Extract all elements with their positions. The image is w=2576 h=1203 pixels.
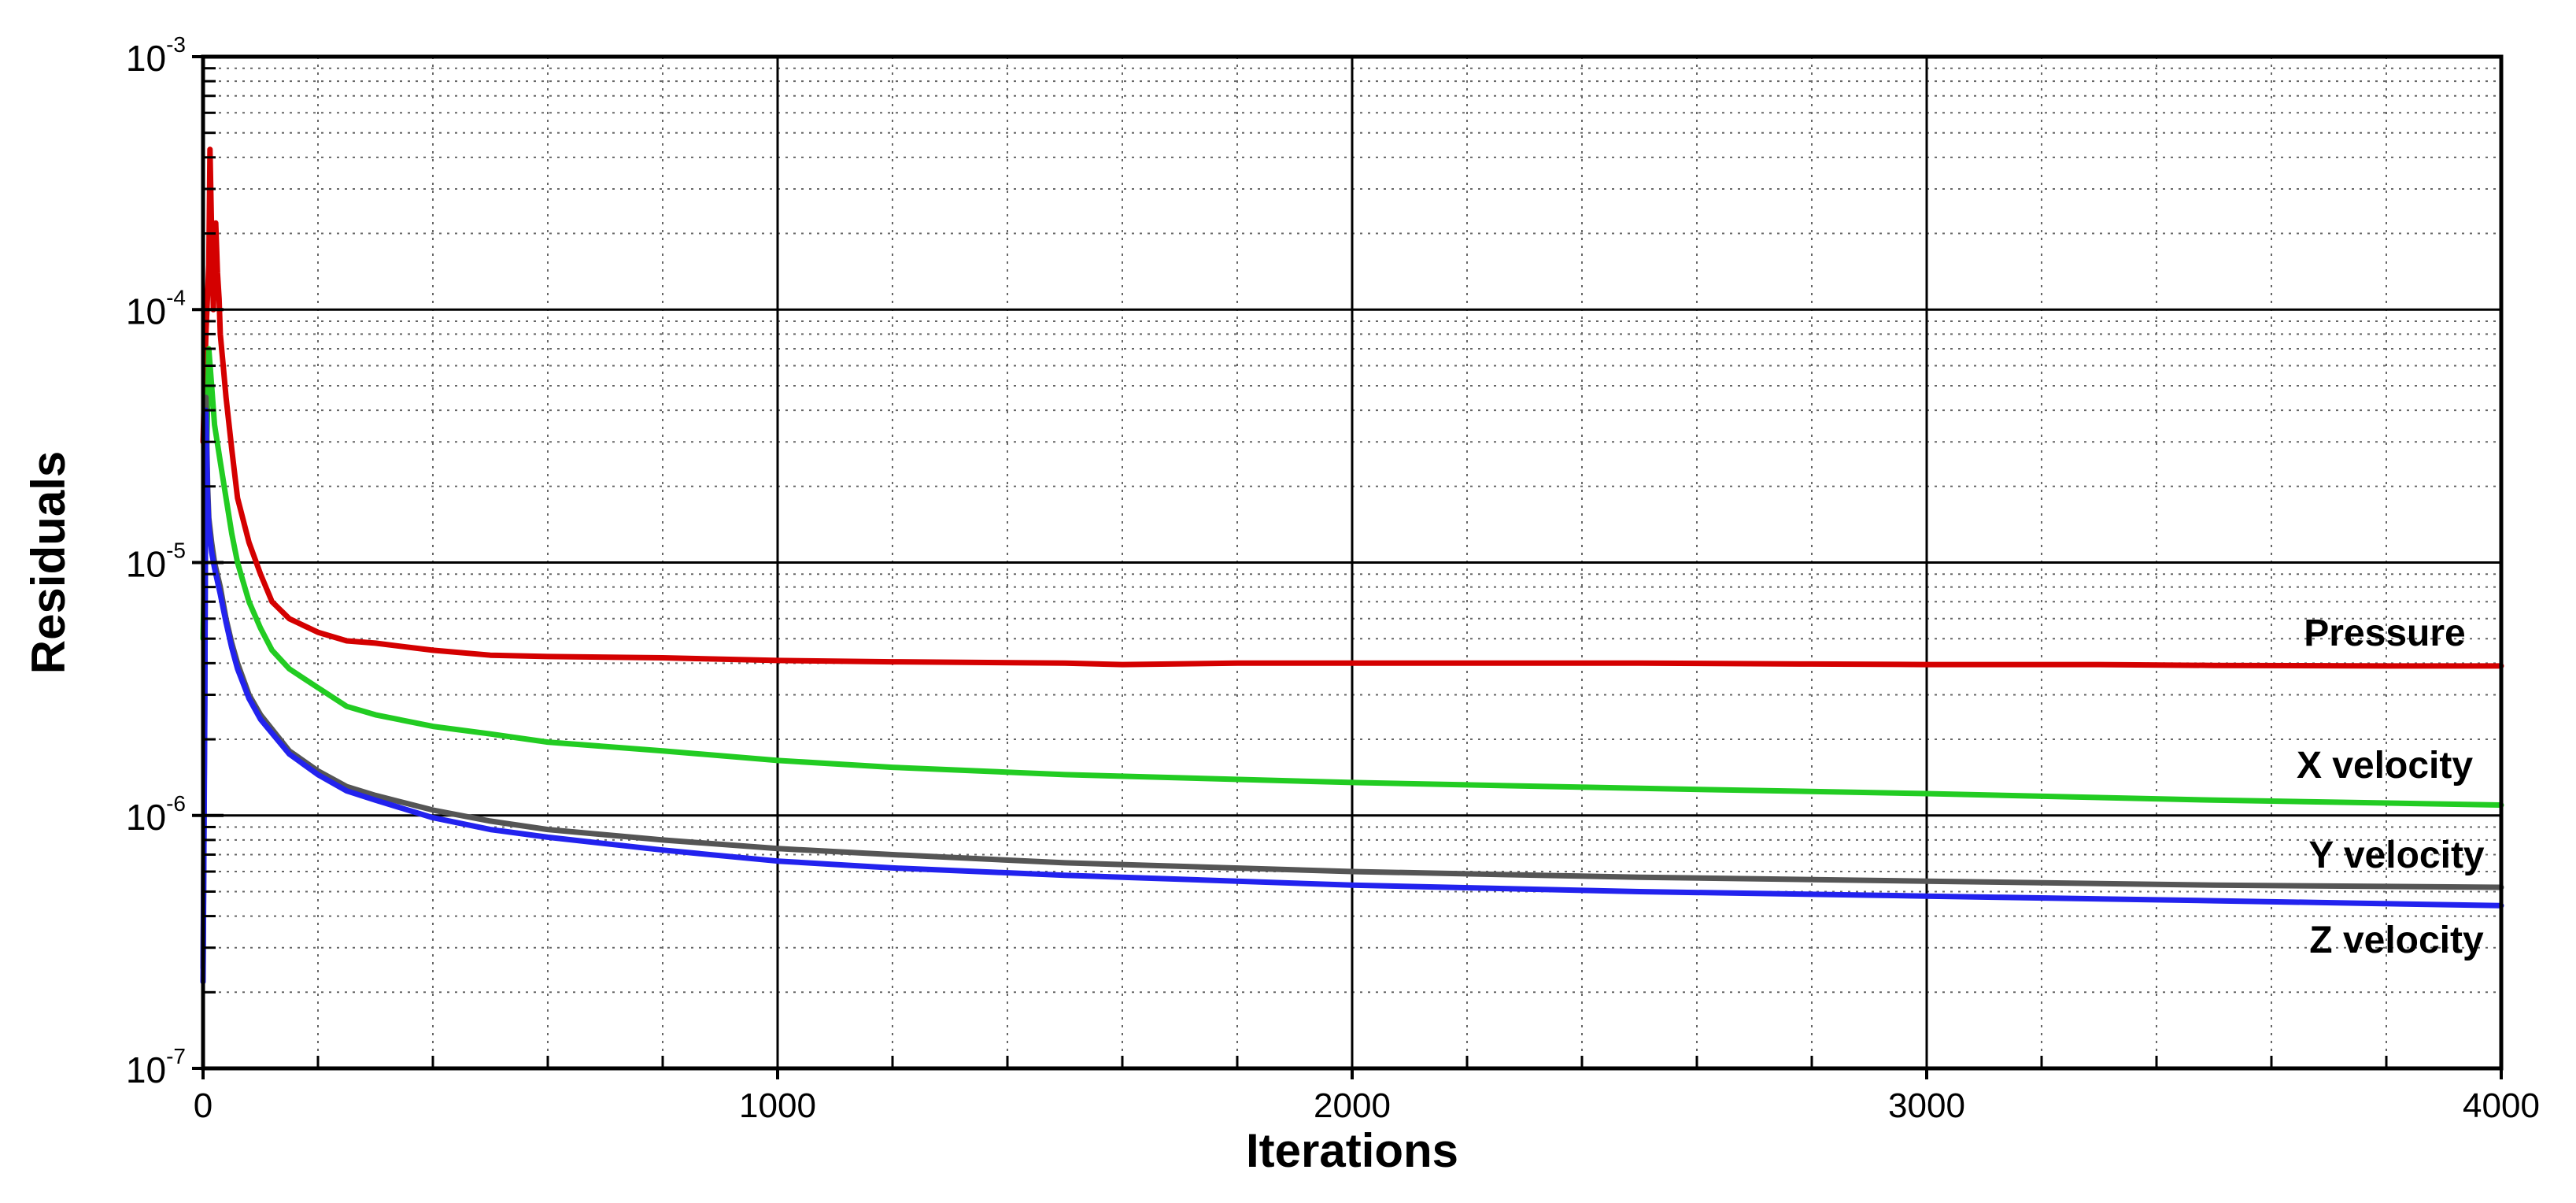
y-tick-label: 10-7 — [126, 1044, 186, 1090]
y-tick-label: 10-5 — [126, 539, 186, 585]
axis-ticks — [192, 55, 2503, 1079]
y-tick-exponent: -7 — [166, 1044, 186, 1068]
y-tick-label: 10-6 — [126, 791, 186, 838]
y-tick-base: 10 — [126, 291, 166, 331]
y-axis-title: Residuals — [22, 451, 75, 674]
y-tick-label: 10-3 — [126, 32, 186, 79]
series-label-z-velocity: Z velocity — [2309, 920, 2484, 961]
x-axis-title: Iterations — [1246, 1124, 1458, 1177]
y-tick-exponent: -6 — [166, 791, 186, 816]
series-labels: Pressure X velocity Y velocity Z velocity — [2297, 613, 2485, 961]
x-tick-label: 4000 — [2463, 1086, 2540, 1125]
series-label-pressure: Pressure — [2304, 613, 2465, 654]
x-tick-label: 2000 — [1314, 1086, 1391, 1125]
y-tick-exponent: -4 — [166, 285, 186, 309]
x-tick-label: 1000 — [739, 1086, 816, 1125]
y-tick-base: 10 — [126, 544, 166, 585]
series-label-y-velocity: Y velocity — [2308, 835, 2485, 876]
series-line-pressure — [200, 146, 2504, 669]
major-grid — [203, 57, 2501, 1068]
y-tick-label: 10-4 — [126, 285, 186, 331]
series-label-x-velocity: X velocity — [2297, 745, 2473, 787]
y-tick-exponent: -5 — [166, 539, 186, 563]
series-lines — [200, 146, 2504, 985]
series-line-z-velocity — [200, 407, 2504, 985]
y-tick-base: 10 — [126, 797, 166, 838]
series-line-x-velocity — [200, 346, 2504, 808]
y-tick-exponent: -3 — [166, 32, 186, 57]
x-tick-label: 0 — [194, 1086, 213, 1125]
x-tick-label: 3000 — [1888, 1086, 1965, 1125]
y-tick-base: 10 — [126, 38, 166, 79]
y-tick-base: 10 — [126, 1049, 166, 1090]
